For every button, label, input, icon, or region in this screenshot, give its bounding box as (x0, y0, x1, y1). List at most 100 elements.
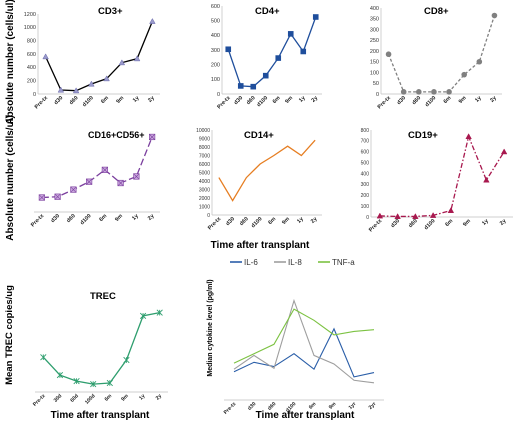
cd16-data-point (38, 194, 45, 201)
trec-y-label: Mean TREC copies/ug (4, 285, 15, 385)
cd19-x-tick-label: d60 (408, 218, 419, 229)
cd16-data-point (54, 193, 61, 200)
cd8-chart: 0 50 100 150 200 250 300 350 400 Pre-tx d30 d60 d100… (370, 6, 502, 110)
cd14-y-tick-label: 6000 (199, 162, 210, 168)
cd14-y-tick-label: 10000 (196, 128, 210, 134)
cd4-y-tick-label: 0 (217, 92, 220, 98)
cd19-y-tick-label: 500 (361, 160, 370, 166)
cytokine-series-line-il-8 (233, 298, 375, 384)
cd14-y-tick-label: 7000 (199, 153, 210, 159)
cd19-y-tick-label: 300 (361, 182, 370, 188)
cd3-y-tick-label: 1200 (24, 12, 36, 18)
cd19-title: CD19+ (408, 130, 438, 141)
cd19-data-point (412, 213, 419, 219)
cd4-y-tick-label: 500 (211, 18, 220, 24)
cd3-y-tick-label: 600 (27, 52, 36, 58)
cd8-y-tick-label: 0 (376, 92, 379, 98)
cd8-data-point (476, 58, 483, 65)
cd19-data-point (394, 213, 401, 219)
trec-data-point (156, 309, 163, 316)
trec-x-label: Time after transplant (51, 410, 150, 421)
legend-label-il-6: IL-6 (244, 258, 258, 267)
trec-x-tick-label: Pre-tx (32, 393, 47, 408)
cd4-data-point (312, 14, 319, 20)
cd3-data-point (133, 55, 141, 62)
cd3-y-tick-label: 1000 (24, 25, 36, 31)
cytokine-x-tick-label: 9m (328, 401, 338, 411)
cytokine-series-line-tnf-a (233, 308, 375, 364)
cd16-x-tick-label: 9m (114, 213, 124, 223)
cd16-data-point (70, 186, 77, 193)
trec-x-tick-label: 9m (120, 393, 130, 403)
cytokine-x-tick-label: 2yr (368, 401, 378, 411)
cd8-y-tick-label: 250 (370, 38, 379, 44)
cd3-series-line (45, 21, 153, 92)
trec-data-point (56, 371, 64, 379)
cd4-y-tick-label: 200 (211, 62, 220, 68)
cd3-x-tick-label: d30 (53, 95, 64, 106)
cd16-x-tick-label: 6m (98, 213, 108, 223)
cd4-title: CD4+ (255, 6, 280, 17)
cd19-x-tick-label: 6m (444, 218, 454, 228)
cd3-y-tick-label: 400 (27, 65, 36, 71)
cd16-x-tick-label: Pre-tx (30, 213, 46, 229)
trec-x-tick-label: 1y (138, 393, 146, 401)
cd4-x-tick-label: 1y (298, 95, 307, 104)
cd16-x-tick-label: d30 (50, 213, 61, 224)
middle-row-y-label: Absolute number (cells/ul) (5, 115, 16, 241)
cd3-x-tick-label: 9m (115, 95, 125, 105)
cd8-data-point (446, 89, 452, 95)
cd16-cd56-chart: Pre-tx d30 d60 d100 6m 9m 1y 2y CD16+CD56+ (30, 130, 160, 228)
cd3-y-tick-label: 800 (27, 38, 36, 44)
cd8-x-tick-label: 2y (489, 95, 498, 104)
cd19-x-tick-label: d30 (390, 218, 401, 229)
cd14-x-tick-label: 1y (296, 216, 305, 225)
cd14-y-tick-label: 8000 (199, 145, 210, 151)
trec-data-point (139, 312, 147, 319)
cd19-x-tick-label: 2y (499, 218, 508, 227)
cd3-data-point (72, 87, 80, 94)
cd8-x-tick-label: 9m (458, 95, 468, 105)
cd8-data-point (400, 89, 407, 95)
cd19-data-point (376, 212, 384, 219)
cd3-data-point (88, 80, 95, 87)
cd19-series-line (379, 134, 505, 218)
cd4-x-tick-label: d30 (233, 95, 244, 106)
cd16-series-line (41, 136, 153, 199)
cd8-data-point (461, 71, 467, 78)
cd16-x-tick-label: 2y (147, 213, 156, 222)
trec-series-line (42, 312, 160, 385)
cd4-data-point (275, 55, 282, 61)
cd19-data-point (500, 148, 508, 155)
cd8-title: CD8+ (424, 6, 449, 17)
cd14-x-tick-label: 9m (281, 216, 291, 226)
trec-chart: Pre-tx 30d 60d 100d 6m 9m 1y 2y TREC (32, 291, 168, 408)
cd8-y-tick-label: 50 (373, 81, 379, 87)
cd16-data-point (133, 173, 140, 180)
trec-x-tick-label: 60d (69, 393, 80, 404)
cd16-data-point (101, 166, 108, 173)
cd19-data-point (429, 212, 437, 218)
cd3-data-point (57, 86, 65, 93)
cd3-data-point (103, 75, 110, 82)
trec-x-tick-label: 30d (53, 393, 64, 404)
cd14-x-tick-label: 6m (267, 216, 277, 226)
cd19-y-tick-label: 200 (361, 193, 370, 199)
cd16-data-point (117, 179, 124, 187)
cd14-title: CD14+ (244, 130, 274, 141)
cd8-x-tick-label: d30 (396, 95, 407, 106)
cd16-data-point (86, 178, 93, 185)
legend-label-tnf-a: TNF-a (332, 258, 355, 267)
cd3-x-tick-label: 2y (147, 95, 156, 104)
cd19-y-tick-label: 0 (366, 215, 369, 221)
cd3-title: CD3+ (98, 6, 123, 17)
cd3-y-tick-label: 0 (33, 92, 36, 98)
trec-x-tick-label: 100d (84, 393, 97, 406)
cd4-x-tick-label: d100 (256, 95, 269, 108)
trec-x-tick-label: 6m (104, 393, 114, 403)
cd14-y-tick-label: 9000 (199, 136, 210, 142)
cd19-data-point (447, 207, 455, 213)
cd3-x-tick-label: Pre-tx (34, 95, 50, 111)
